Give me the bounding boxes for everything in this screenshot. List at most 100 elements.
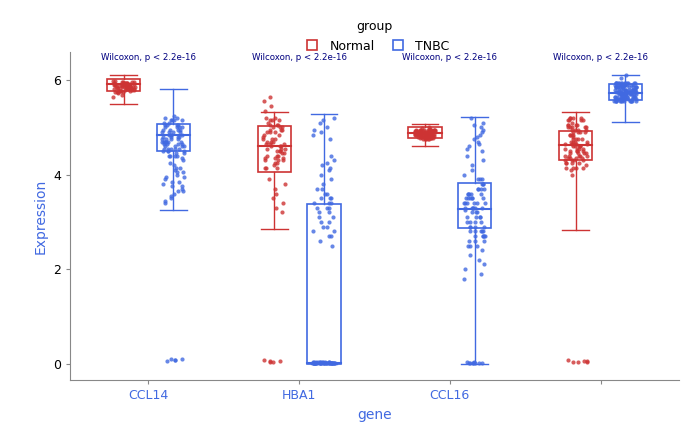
Point [276, 124, 288, 131]
Point [475, 214, 486, 221]
Point [177, 185, 188, 192]
Point [610, 93, 621, 100]
Point [427, 127, 438, 134]
Point [476, 124, 487, 131]
Point [108, 79, 120, 86]
Point [612, 89, 623, 95]
Point [478, 232, 489, 239]
Point [458, 200, 470, 206]
Point [409, 130, 420, 137]
Point [573, 150, 584, 157]
Point [468, 200, 480, 206]
Point [475, 270, 486, 277]
Point [566, 131, 578, 138]
Point [162, 148, 174, 155]
Point [469, 204, 480, 211]
Point [473, 176, 484, 183]
Point [272, 152, 283, 159]
Point [124, 83, 135, 89]
Point [466, 166, 477, 173]
Point [314, 209, 325, 216]
Point [570, 121, 581, 128]
Point [117, 79, 128, 86]
Point [125, 83, 136, 89]
Point [624, 86, 635, 93]
Point [472, 200, 483, 206]
Point [276, 150, 287, 157]
Point [465, 359, 476, 366]
Point [314, 237, 326, 244]
Point [127, 86, 138, 93]
Point [617, 95, 629, 102]
Point [610, 95, 622, 102]
Point [416, 133, 427, 140]
Point [315, 359, 326, 366]
Point [172, 169, 183, 176]
Point [565, 114, 576, 121]
Point [421, 133, 433, 140]
Point [410, 132, 421, 139]
Point [120, 79, 132, 86]
Point [315, 360, 326, 367]
Point [274, 148, 286, 155]
Point [426, 126, 437, 133]
Point [578, 150, 589, 157]
Point [323, 166, 335, 173]
Point [612, 93, 623, 100]
Point [412, 133, 423, 140]
Point [626, 98, 638, 105]
Point [475, 131, 486, 138]
Point [172, 136, 183, 143]
Point [477, 228, 488, 235]
Point [428, 126, 440, 133]
Point [459, 200, 470, 206]
Point [620, 91, 631, 98]
Point [566, 157, 578, 164]
Point [559, 145, 570, 152]
Point [570, 136, 582, 143]
Point [161, 140, 172, 147]
Point [612, 79, 624, 86]
Point [423, 133, 434, 140]
Point [610, 98, 622, 105]
Point [160, 174, 172, 181]
Point [320, 359, 331, 365]
Point [626, 98, 637, 105]
Point [175, 138, 186, 145]
Point [563, 124, 574, 131]
Point [568, 157, 579, 164]
Point [562, 121, 573, 128]
Point [477, 232, 489, 239]
Point [566, 124, 577, 131]
Point [176, 143, 188, 150]
Point [467, 359, 478, 366]
Point [321, 204, 332, 211]
Point [317, 181, 328, 187]
Point [316, 129, 327, 136]
Point [416, 125, 428, 132]
Point [459, 206, 470, 213]
Point [122, 83, 134, 89]
Point [621, 93, 632, 100]
Point [261, 129, 272, 136]
Point [429, 130, 440, 137]
Point [122, 84, 133, 91]
Point [627, 86, 638, 93]
Point [572, 121, 583, 128]
Point [321, 190, 332, 197]
Point [120, 83, 132, 90]
Point [626, 91, 637, 98]
Point [178, 143, 190, 150]
Point [466, 190, 477, 197]
Point [570, 140, 581, 147]
Point [174, 129, 186, 136]
Point [266, 136, 277, 143]
Point [260, 155, 271, 162]
Point [630, 84, 641, 91]
Point [427, 134, 438, 141]
Point [314, 360, 326, 367]
Point [127, 83, 139, 90]
Point [471, 209, 482, 216]
Point [610, 79, 622, 86]
Point [423, 136, 434, 143]
